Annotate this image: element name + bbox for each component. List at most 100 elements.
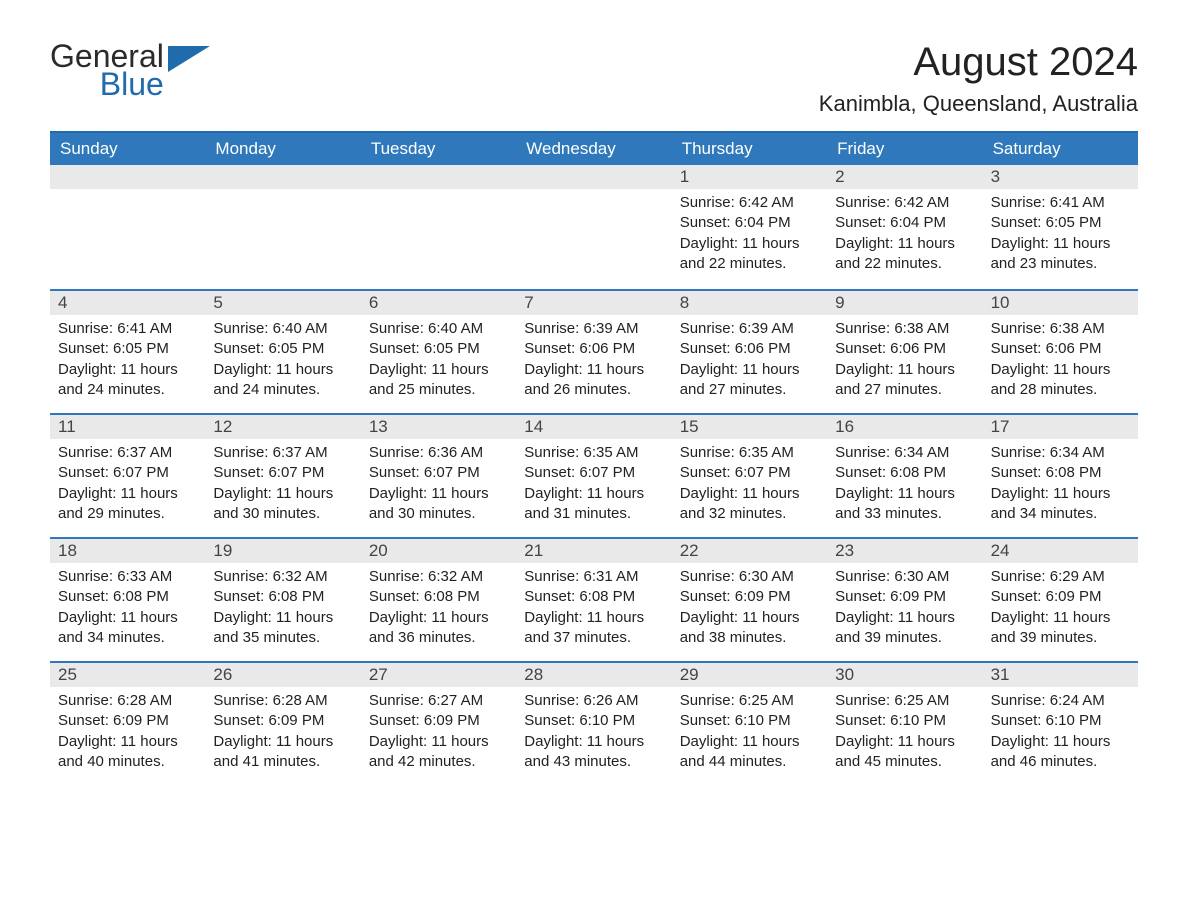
day-number: 1 — [672, 165, 827, 189]
cell-body: Sunrise: 6:32 AMSunset: 6:08 PMDaylight:… — [361, 563, 516, 648]
daylight-line: Daylight: 11 hours and 45 minutes. — [835, 732, 974, 773]
cell-body: Sunrise: 6:41 AMSunset: 6:05 PMDaylight:… — [50, 315, 205, 400]
sunset-line: Sunset: 6:10 PM — [680, 711, 819, 731]
daylight-line: Daylight: 11 hours and 24 minutes. — [213, 360, 352, 401]
sunrise-line: Sunrise: 6:38 AM — [991, 319, 1130, 339]
sunset-line: Sunset: 6:08 PM — [213, 587, 352, 607]
daylight-line: Daylight: 11 hours and 27 minutes. — [680, 360, 819, 401]
calendar-cell — [50, 165, 205, 289]
day-header: Saturday — [983, 133, 1138, 165]
sunrise-line: Sunrise: 6:35 AM — [680, 443, 819, 463]
sunrise-line: Sunrise: 6:34 AM — [991, 443, 1130, 463]
day-number: 3 — [983, 165, 1138, 189]
daylight-line: Daylight: 11 hours and 28 minutes. — [991, 360, 1130, 401]
header: General Blue August 2024 Kanimbla, Queen… — [50, 40, 1138, 127]
daylight-line: Daylight: 11 hours and 25 minutes. — [369, 360, 508, 401]
calendar-cell: 16Sunrise: 6:34 AMSunset: 6:08 PMDayligh… — [827, 413, 982, 537]
calendar-cell: 12Sunrise: 6:37 AMSunset: 6:07 PMDayligh… — [205, 413, 360, 537]
calendar-cell: 1Sunrise: 6:42 AMSunset: 6:04 PMDaylight… — [672, 165, 827, 289]
sunset-line: Sunset: 6:06 PM — [991, 339, 1130, 359]
sunset-line: Sunset: 6:09 PM — [835, 587, 974, 607]
cell-body: Sunrise: 6:40 AMSunset: 6:05 PMDaylight:… — [205, 315, 360, 400]
cell-body: Sunrise: 6:38 AMSunset: 6:06 PMDaylight:… — [983, 315, 1138, 400]
sunrise-line: Sunrise: 6:37 AM — [58, 443, 197, 463]
sunset-line: Sunset: 6:07 PM — [524, 463, 663, 483]
cell-body: Sunrise: 6:26 AMSunset: 6:10 PMDaylight:… — [516, 687, 671, 772]
calendar-cell: 26Sunrise: 6:28 AMSunset: 6:09 PMDayligh… — [205, 661, 360, 785]
sunset-line: Sunset: 6:10 PM — [524, 711, 663, 731]
day-header: Monday — [205, 133, 360, 165]
day-number: 11 — [50, 415, 205, 439]
cell-body: Sunrise: 6:28 AMSunset: 6:09 PMDaylight:… — [205, 687, 360, 772]
calendar-cell — [205, 165, 360, 289]
calendar-cell: 29Sunrise: 6:25 AMSunset: 6:10 PMDayligh… — [672, 661, 827, 785]
day-number: 29 — [672, 663, 827, 687]
cell-body: Sunrise: 6:35 AMSunset: 6:07 PMDaylight:… — [516, 439, 671, 524]
cell-body: Sunrise: 6:39 AMSunset: 6:06 PMDaylight:… — [672, 315, 827, 400]
calendar-cell: 4Sunrise: 6:41 AMSunset: 6:05 PMDaylight… — [50, 289, 205, 413]
cell-body: Sunrise: 6:39 AMSunset: 6:06 PMDaylight:… — [516, 315, 671, 400]
calendar-cell: 28Sunrise: 6:26 AMSunset: 6:10 PMDayligh… — [516, 661, 671, 785]
cell-body: Sunrise: 6:40 AMSunset: 6:05 PMDaylight:… — [361, 315, 516, 400]
cell-body: Sunrise: 6:25 AMSunset: 6:10 PMDaylight:… — [827, 687, 982, 772]
day-number: 31 — [983, 663, 1138, 687]
day-number: 4 — [50, 291, 205, 315]
sunset-line: Sunset: 6:06 PM — [524, 339, 663, 359]
day-number — [516, 165, 671, 189]
cell-body: Sunrise: 6:42 AMSunset: 6:04 PMDaylight:… — [672, 189, 827, 274]
day-number: 2 — [827, 165, 982, 189]
sunset-line: Sunset: 6:08 PM — [835, 463, 974, 483]
day-number: 26 — [205, 663, 360, 687]
day-number: 14 — [516, 415, 671, 439]
sunrise-line: Sunrise: 6:42 AM — [835, 193, 974, 213]
day-number: 6 — [361, 291, 516, 315]
cell-body: Sunrise: 6:35 AMSunset: 6:07 PMDaylight:… — [672, 439, 827, 524]
daylight-line: Daylight: 11 hours and 29 minutes. — [58, 484, 197, 525]
daylight-line: Daylight: 11 hours and 34 minutes. — [58, 608, 197, 649]
sunrise-line: Sunrise: 6:29 AM — [991, 567, 1130, 587]
cell-body: Sunrise: 6:29 AMSunset: 6:09 PMDaylight:… — [983, 563, 1138, 648]
sunrise-line: Sunrise: 6:40 AM — [369, 319, 508, 339]
sunrise-line: Sunrise: 6:28 AM — [213, 691, 352, 711]
calendar-cell: 24Sunrise: 6:29 AMSunset: 6:09 PMDayligh… — [983, 537, 1138, 661]
daylight-line: Daylight: 11 hours and 41 minutes. — [213, 732, 352, 773]
cell-body: Sunrise: 6:30 AMSunset: 6:09 PMDaylight:… — [827, 563, 982, 648]
cell-body: Sunrise: 6:30 AMSunset: 6:09 PMDaylight:… — [672, 563, 827, 648]
sunrise-line: Sunrise: 6:36 AM — [369, 443, 508, 463]
sunrise-line: Sunrise: 6:25 AM — [835, 691, 974, 711]
sunrise-line: Sunrise: 6:39 AM — [524, 319, 663, 339]
daylight-line: Daylight: 11 hours and 42 minutes. — [369, 732, 508, 773]
calendar-cell: 10Sunrise: 6:38 AMSunset: 6:06 PMDayligh… — [983, 289, 1138, 413]
sunset-line: Sunset: 6:10 PM — [835, 711, 974, 731]
day-number: 22 — [672, 539, 827, 563]
sunset-line: Sunset: 6:08 PM — [369, 587, 508, 607]
calendar-cell: 14Sunrise: 6:35 AMSunset: 6:07 PMDayligh… — [516, 413, 671, 537]
day-number: 23 — [827, 539, 982, 563]
calendar-cell: 21Sunrise: 6:31 AMSunset: 6:08 PMDayligh… — [516, 537, 671, 661]
day-number — [205, 165, 360, 189]
day-number — [361, 165, 516, 189]
title-block: August 2024 Kanimbla, Queensland, Austra… — [819, 40, 1138, 127]
calendar-cell: 19Sunrise: 6:32 AMSunset: 6:08 PMDayligh… — [205, 537, 360, 661]
daylight-line: Daylight: 11 hours and 30 minutes. — [369, 484, 508, 525]
calendar-cell: 2Sunrise: 6:42 AMSunset: 6:04 PMDaylight… — [827, 165, 982, 289]
sunrise-line: Sunrise: 6:26 AM — [524, 691, 663, 711]
day-number: 28 — [516, 663, 671, 687]
day-header: Tuesday — [361, 133, 516, 165]
cell-body: Sunrise: 6:25 AMSunset: 6:10 PMDaylight:… — [672, 687, 827, 772]
daylight-line: Daylight: 11 hours and 32 minutes. — [680, 484, 819, 525]
sunrise-line: Sunrise: 6:35 AM — [524, 443, 663, 463]
calendar-cell: 18Sunrise: 6:33 AMSunset: 6:08 PMDayligh… — [50, 537, 205, 661]
sunrise-line: Sunrise: 6:40 AM — [213, 319, 352, 339]
sunrise-line: Sunrise: 6:42 AM — [680, 193, 819, 213]
sunrise-line: Sunrise: 6:33 AM — [58, 567, 197, 587]
daylight-line: Daylight: 11 hours and 40 minutes. — [58, 732, 197, 773]
cell-body: Sunrise: 6:37 AMSunset: 6:07 PMDaylight:… — [205, 439, 360, 524]
sunrise-line: Sunrise: 6:32 AM — [369, 567, 508, 587]
cell-body: Sunrise: 6:37 AMSunset: 6:07 PMDaylight:… — [50, 439, 205, 524]
sunrise-line: Sunrise: 6:28 AM — [58, 691, 197, 711]
logo-text: General Blue — [50, 40, 164, 100]
calendar-cell: 20Sunrise: 6:32 AMSunset: 6:08 PMDayligh… — [361, 537, 516, 661]
daylight-line: Daylight: 11 hours and 43 minutes. — [524, 732, 663, 773]
daylight-line: Daylight: 11 hours and 31 minutes. — [524, 484, 663, 525]
